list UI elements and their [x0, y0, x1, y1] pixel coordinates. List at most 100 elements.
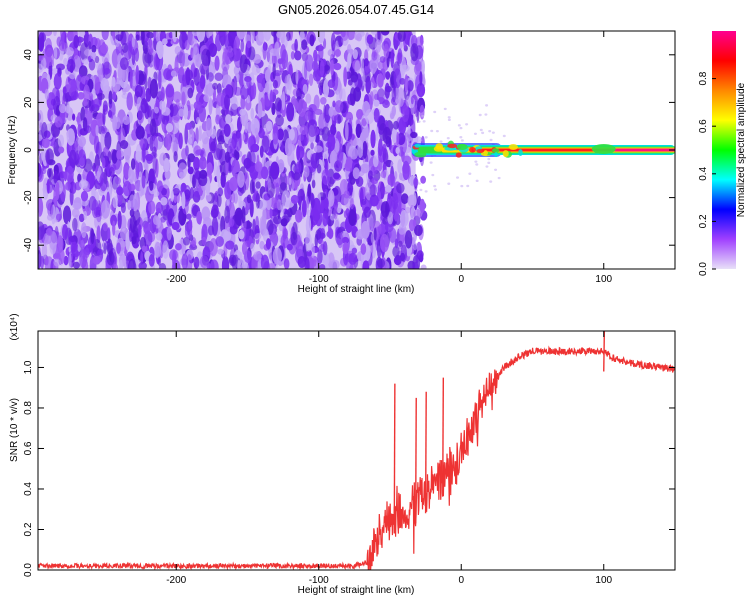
noise-blob — [103, 67, 111, 75]
noise-blob — [369, 57, 378, 74]
snr-y-label: SNR (10 * v/v) — [9, 398, 20, 462]
noise-blob — [304, 54, 314, 72]
noise-blob — [138, 224, 142, 238]
noise-blob — [148, 253, 155, 267]
noise-blob — [324, 60, 331, 75]
noise-blob — [282, 228, 288, 240]
noise-blob — [380, 201, 390, 218]
noise-blob — [94, 76, 101, 95]
signal-blob — [456, 143, 468, 151]
signal-blob — [435, 143, 444, 150]
noise-blob — [135, 144, 142, 163]
noise-blob — [104, 131, 112, 150]
noise-blob — [254, 127, 259, 138]
noise-blob — [191, 237, 197, 248]
noise-blob — [199, 255, 209, 269]
signal-blob — [455, 152, 462, 158]
noise-blob — [85, 125, 92, 134]
noise-blob — [379, 233, 390, 253]
noise-blob — [103, 242, 107, 255]
noise-blob — [241, 241, 248, 256]
noise-blob — [272, 177, 282, 188]
noise-blob — [327, 189, 335, 207]
noise-speckle — [431, 173, 435, 177]
noise-blob — [149, 180, 154, 191]
noise-blob — [119, 31, 127, 46]
noise-blob — [196, 210, 203, 225]
noise-blob — [69, 149, 77, 169]
noise-blob — [73, 35, 80, 49]
noise-blob — [412, 242, 418, 251]
noise-blob — [134, 84, 143, 98]
noise-blob — [72, 199, 83, 210]
noise-blob — [170, 190, 174, 203]
noise-blob — [179, 48, 186, 68]
noise-blob — [237, 259, 241, 269]
noise-blob — [175, 243, 182, 251]
noise-blob — [421, 59, 425, 75]
noise-blob — [275, 182, 280, 198]
noise-blob — [154, 106, 159, 114]
colorbar-tick-label: 0.2 — [698, 214, 709, 228]
snr-y-tick-label: 0.0 — [23, 563, 34, 577]
noise-blob — [40, 145, 45, 161]
snr-scale-note: (x10⁴) — [9, 313, 20, 340]
noise-blob — [312, 259, 317, 267]
noise-blob — [322, 254, 330, 266]
noise-blob — [146, 31, 155, 39]
noise-blob — [62, 93, 68, 102]
noise-blob — [318, 263, 326, 269]
noise-blob — [237, 251, 243, 259]
noise-blob — [317, 249, 323, 265]
noise-blob — [391, 126, 398, 144]
noise-blob — [96, 92, 105, 101]
noise-speckle — [433, 184, 437, 188]
noise-blob — [383, 43, 390, 59]
noise-blob — [320, 159, 325, 168]
colorbar-tick-label: 0.4 — [698, 166, 709, 180]
noise-speckle — [439, 140, 443, 143]
noise-speckle — [414, 139, 418, 142]
noise-blob — [385, 184, 392, 193]
noise-blob — [234, 207, 244, 226]
noise-blob — [295, 161, 302, 173]
noise-blob — [174, 45, 182, 55]
noise-blob — [205, 117, 213, 138]
noise-blob — [207, 225, 215, 236]
noise-blob — [294, 38, 298, 53]
noise-blob — [370, 129, 376, 149]
noise-blob — [327, 79, 336, 89]
noise-blob — [217, 248, 225, 255]
noise-blob — [390, 49, 395, 69]
noise-blob — [340, 221, 349, 230]
noise-blob — [321, 168, 331, 185]
noise-blob — [393, 120, 400, 130]
noise-blob — [68, 235, 77, 243]
noise-blob — [166, 226, 172, 241]
noise-blob — [63, 57, 68, 66]
noise-blob — [345, 208, 350, 217]
noise-blob — [65, 104, 71, 114]
noise-blob — [336, 150, 344, 168]
colorbar-tick-label: 0.0 — [698, 262, 709, 276]
noise-blob — [313, 94, 320, 111]
noise-blob — [337, 36, 344, 47]
signal-blob — [491, 148, 500, 153]
noise-speckle — [484, 113, 488, 116]
noise-blob — [135, 65, 140, 85]
noise-blob — [262, 153, 266, 168]
noise-blob — [319, 85, 323, 96]
noise-blob — [337, 114, 341, 125]
noise-blob — [114, 176, 121, 185]
noise-blob — [42, 137, 50, 149]
noise-blob — [360, 221, 370, 239]
noise-blob — [258, 199, 268, 210]
noise-blob — [276, 31, 284, 39]
noise-blob — [363, 206, 371, 218]
noise-blob — [222, 51, 227, 66]
colorbar-tick-label: 0.8 — [698, 71, 709, 85]
noise-blob — [198, 105, 207, 123]
noise-blob — [96, 112, 105, 127]
noise-speckle — [502, 134, 506, 138]
